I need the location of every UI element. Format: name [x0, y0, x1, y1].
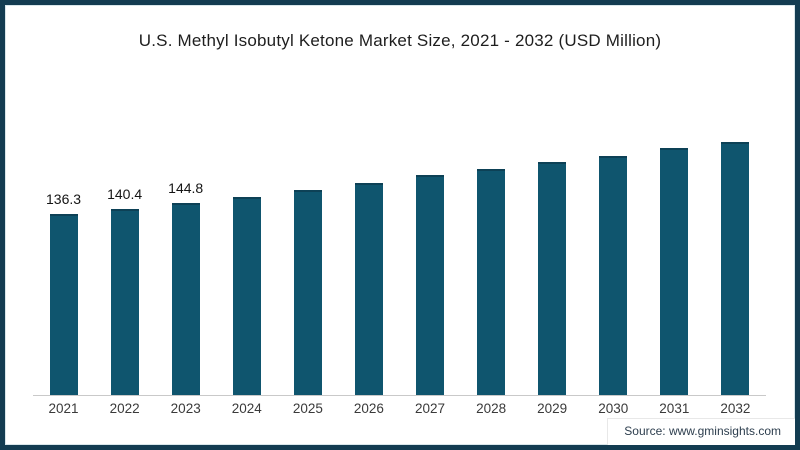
bar-2032 [721, 141, 750, 395]
bar-slot-2028 [461, 168, 522, 395]
x-tick-label-2032: 2032 [720, 401, 751, 416]
x-tick-label-2029: 2029 [537, 401, 568, 416]
bar-slot-2030 [583, 155, 644, 395]
bar-slot-2032 [705, 141, 766, 395]
x-tick-label-2028: 2028 [476, 401, 507, 416]
bar-slot-2021: 136.3 [33, 191, 94, 395]
bar-2028 [477, 168, 506, 395]
x-tick-label-2027: 2027 [414, 401, 446, 416]
source-attribution: Source: www.gminsights.com [607, 418, 795, 445]
bar-2025 [293, 190, 322, 395]
bar-slot-2029 [522, 161, 583, 395]
bar-slot-2025 [277, 190, 338, 395]
bar-2031 [660, 147, 689, 395]
x-tick-label-2024: 2024 [231, 401, 262, 416]
bar-2029 [538, 161, 567, 395]
x-tick-label-2026: 2026 [353, 401, 384, 416]
x-tick-label-2025: 2025 [292, 401, 323, 416]
x-tick-label-2030: 2030 [598, 401, 629, 416]
x-tick-label-2023: 2023 [170, 401, 201, 416]
bar-slot-2023: 144.8 [155, 180, 216, 395]
bar-2026 [354, 182, 383, 395]
x-tick-label-2022: 2022 [109, 401, 140, 416]
bar-slot-2031 [644, 147, 705, 395]
chart-title: U.S. Methyl Isobutyl Ketone Market Size,… [138, 31, 662, 50]
bar-2030 [599, 155, 628, 395]
bar-slot-2027 [399, 175, 460, 395]
bar-2027 [416, 175, 444, 395]
bar-2021 [49, 214, 78, 395]
bar-2023 [171, 202, 200, 395]
x-axis-labels: 2021 2022 2023 2024 2025 2026 2027 2028 2029 2030… [33, 401, 766, 416]
plot-area: 136.3 140.4 144.8 [33, 120, 766, 396]
bar-2022 [110, 208, 139, 395]
bar-slot-2022: 140.4 [94, 185, 155, 395]
x-tick-label-2031: 2031 [659, 401, 690, 416]
bar-slot-2024 [216, 196, 277, 395]
bar-value-label-2022: 140.4 [107, 185, 143, 202]
bar-2024 [232, 196, 261, 395]
bar-value-label-2021: 136.3 [46, 191, 82, 207]
bar-value-label-2023: 144.8 [168, 179, 204, 196]
bar-slot-2026 [338, 182, 399, 395]
x-tick-label-2021: 2021 [48, 401, 79, 416]
